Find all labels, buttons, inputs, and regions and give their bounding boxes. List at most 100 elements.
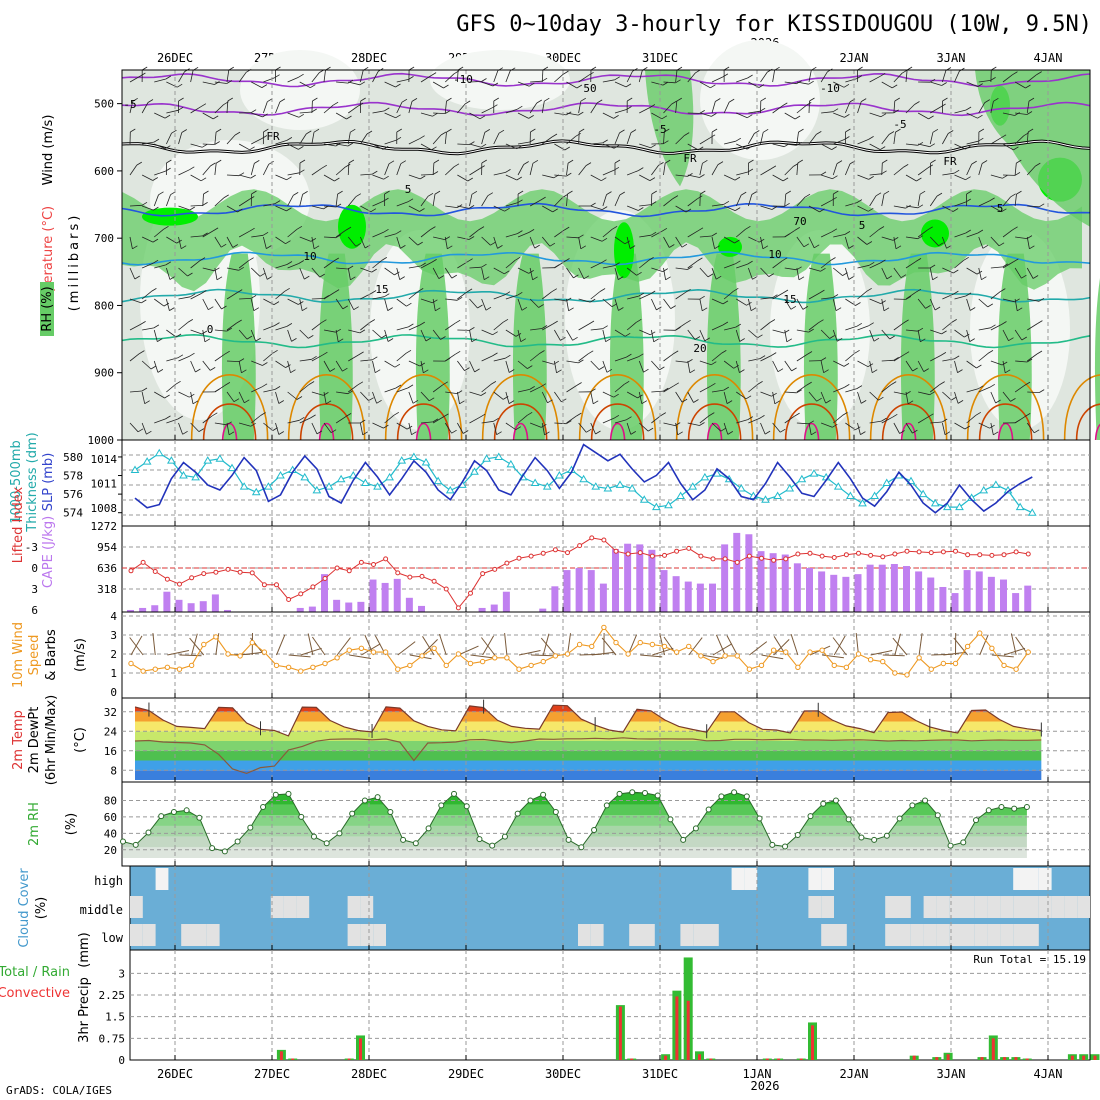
thickness-series-point bbox=[482, 454, 491, 462]
cape-bar bbox=[854, 574, 862, 612]
date-label-top-28DEC: 28DEC bbox=[351, 51, 387, 65]
wind-barb-flag bbox=[311, 108, 317, 113]
pressure-tick-label: 1000 bbox=[88, 434, 115, 447]
wind-barb bbox=[299, 384, 310, 393]
wind-barb-flag bbox=[395, 384, 402, 389]
rh-2m-series-point bbox=[425, 825, 432, 832]
wind-barb bbox=[226, 70, 230, 83]
wind-barb bbox=[275, 174, 287, 181]
thickness-series-point bbox=[373, 482, 382, 490]
wind-barb bbox=[966, 360, 977, 369]
wind-barb-flag bbox=[963, 256, 969, 261]
contour-label: 15 bbox=[783, 293, 796, 306]
wind-barb-flag bbox=[399, 276, 405, 280]
wind-barb-flag bbox=[177, 415, 183, 420]
wind-barb bbox=[990, 137, 1002, 145]
wind-barb-flag bbox=[267, 98, 273, 103]
wind-barb bbox=[578, 165, 587, 176]
wind-barb bbox=[857, 205, 869, 212]
wind-barb bbox=[299, 81, 311, 89]
wind-barb-flag bbox=[804, 193, 811, 198]
rh-2m-series-point bbox=[782, 843, 789, 850]
wind-barb-flag bbox=[492, 82, 499, 87]
ylabel-millibars: (millibars) bbox=[67, 213, 82, 312]
thickness-series-point bbox=[239, 482, 249, 490]
wind10m-barb bbox=[288, 654, 311, 658]
cape-bar bbox=[915, 571, 923, 612]
wind-barb-flag bbox=[573, 274, 579, 279]
lifted-index-series-point bbox=[455, 605, 461, 611]
wind-barb bbox=[214, 385, 226, 393]
wind-barb-flag bbox=[893, 356, 899, 361]
wind-barb-flag bbox=[626, 97, 633, 102]
wind-barb-flag bbox=[562, 194, 568, 198]
wind-barb bbox=[905, 422, 913, 434]
wind-barb-flag bbox=[697, 257, 703, 262]
wind10m-barb bbox=[1003, 647, 1026, 656]
cape-bar bbox=[551, 586, 559, 612]
wind-barb-flag bbox=[623, 380, 630, 385]
lifted-index-series-point bbox=[164, 576, 170, 582]
wind-barb bbox=[869, 298, 881, 304]
wind-barb bbox=[432, 298, 436, 311]
wind10m-speed-series-point bbox=[722, 653, 728, 659]
wind10m-speed-series-point bbox=[601, 624, 607, 631]
wind-barb-flag bbox=[214, 141, 220, 145]
isotherm-20 bbox=[121, 333, 1091, 349]
wind-barb bbox=[541, 391, 548, 403]
rh-saturated-blob bbox=[142, 207, 198, 226]
wind-barb-flag bbox=[892, 413, 898, 418]
wind-barb bbox=[966, 112, 978, 119]
wind-barb bbox=[747, 267, 753, 280]
cloud-cell-low bbox=[936, 924, 950, 946]
wind-barb bbox=[384, 298, 389, 311]
wind10m-speed-series-point bbox=[904, 672, 910, 678]
thickness-series-point bbox=[251, 487, 261, 496]
rh-2m-series-point bbox=[260, 804, 267, 811]
rh-2m-series-point bbox=[934, 812, 941, 819]
wind-barb bbox=[881, 298, 885, 311]
wind-barb-flag bbox=[578, 111, 584, 116]
wind-barb bbox=[311, 391, 324, 396]
thickness-series-point bbox=[761, 495, 770, 503]
wind-barb bbox=[833, 234, 846, 238]
wind-barb-flag bbox=[664, 159, 671, 164]
wind-barb bbox=[820, 231, 833, 238]
wind-barb-flag bbox=[1036, 350, 1043, 355]
wind-barb-flag bbox=[517, 291, 523, 296]
wind-barb-flag bbox=[313, 128, 320, 133]
wind10m-barb bbox=[833, 635, 846, 656]
wind-barb-flag bbox=[912, 429, 918, 434]
wind-barb-flag bbox=[563, 70, 569, 75]
wind-barb bbox=[444, 166, 455, 176]
wind-barb-flag bbox=[855, 426, 861, 431]
thickness-series-point bbox=[955, 502, 964, 511]
wind-barb-flag bbox=[301, 307, 308, 312]
wind-barb bbox=[141, 102, 149, 114]
wind-barb bbox=[408, 138, 420, 145]
wind-barb bbox=[154, 264, 166, 269]
wind-barb bbox=[226, 422, 230, 435]
wind-barb bbox=[760, 267, 770, 277]
rh-tick-label: 20 bbox=[104, 844, 117, 857]
wind-barb-flag bbox=[1035, 162, 1041, 167]
wind-barb bbox=[299, 236, 312, 242]
wind-barb bbox=[275, 101, 281, 114]
temp-tick-label: 32 bbox=[104, 706, 117, 719]
wind-barb bbox=[336, 81, 349, 84]
wind-barb bbox=[905, 291, 917, 300]
wind-barb bbox=[542, 205, 553, 213]
wind-barb bbox=[978, 236, 984, 249]
wind-barb bbox=[966, 267, 978, 275]
wind-barb bbox=[129, 101, 134, 114]
wind-barb-flag bbox=[572, 336, 578, 341]
thickness-series-point bbox=[579, 474, 588, 483]
thickness-series-point bbox=[797, 474, 807, 483]
wind-barb-flag bbox=[515, 333, 522, 337]
wind-barb-flag bbox=[434, 190, 441, 195]
wind10m-speed-series-point bbox=[564, 651, 571, 657]
wind-barb-flag bbox=[578, 128, 585, 133]
wind-barb bbox=[275, 326, 288, 331]
wind-barb bbox=[384, 163, 390, 176]
